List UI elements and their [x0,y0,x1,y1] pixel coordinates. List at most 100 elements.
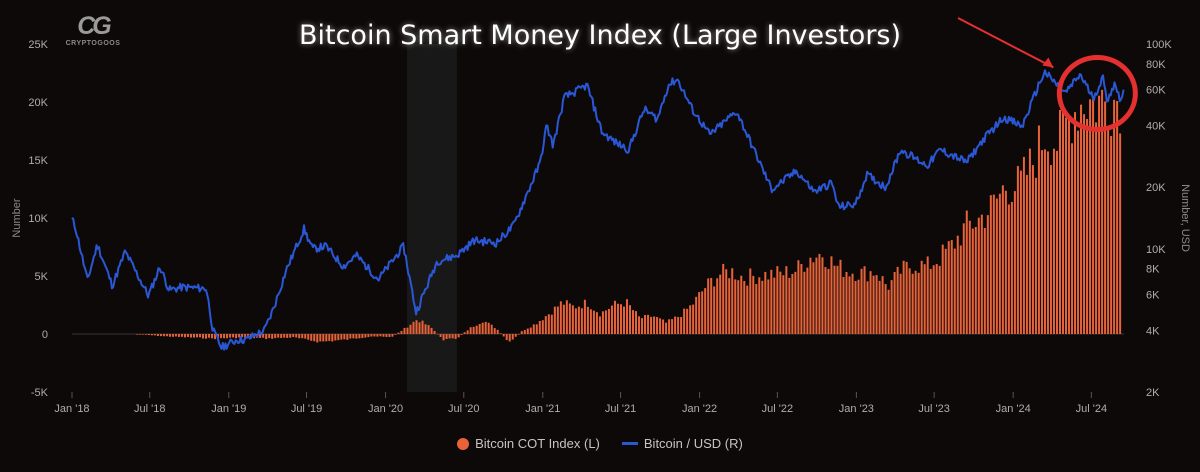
cot-bar [607,308,610,334]
cot-bar [998,193,1001,334]
cot-bar [427,325,430,334]
cot-bar [493,328,496,334]
x-tick-label: Jul '19 [291,403,322,415]
cot-bar [758,277,761,334]
cot-bar [950,240,953,334]
cot-bar [412,321,415,334]
cot-bar [818,253,821,334]
cot-bar [451,334,454,339]
cot-bar [385,334,388,337]
annotation-arrowhead [1042,57,1054,68]
cot-bar [806,267,809,334]
x-tick-label: Jan '20 [368,403,403,415]
cot-bar [1049,165,1052,334]
legend-item-btc[interactable]: Bitcoin / USD (R) [621,436,743,451]
cot-bar [613,300,616,334]
left-tick-label: 5K [35,271,49,283]
cot-bar [1016,166,1019,334]
logo-text: CRYPTOGOOS [65,40,121,47]
cot-bar [586,306,589,334]
cot-bar [168,334,171,337]
cot-bar [980,214,983,334]
cot-bar [776,266,779,334]
cot-bar [638,316,641,334]
cot-bar [490,324,493,334]
cot-bar [1046,151,1049,334]
cot-bar [454,334,457,339]
cot-bar [319,334,322,342]
cot-bar [860,268,863,334]
x-tick-label: Jan '18 [54,403,89,415]
cot-bar [668,319,671,334]
cot-bar [232,334,235,338]
cot-bar [764,271,767,334]
cot-bar [974,226,977,334]
left-tick-label: 15K [28,155,48,167]
cot-bar [941,244,944,334]
cot-bar [743,280,746,334]
cot-bar [625,299,628,334]
cot-bar [205,334,208,339]
left-tick-label: -5K [31,387,49,399]
x-tick-label: Jan '24 [996,403,1031,415]
cot-bar [659,318,662,334]
cot-bar [616,303,619,334]
cot-bar [995,198,998,334]
cot-bar [701,291,704,334]
cot-bar [472,326,475,334]
cot-bar [977,217,980,334]
cot-bar [665,322,668,334]
cot-bar [1095,122,1098,335]
cot-bar [1065,117,1068,335]
cot-bar [845,271,848,334]
cot-bar [1098,95,1101,334]
cot-bar [382,334,385,337]
cot-bar [647,314,650,334]
cot-bar [292,334,295,338]
cot-bar [719,274,722,334]
cot-bar [899,273,902,334]
cot-bar [938,265,941,334]
cot-bar [1077,130,1080,334]
annotation-circle [1056,54,1138,132]
cot-bar [746,285,749,334]
cot-bar [430,327,433,334]
cot-bar [1083,114,1086,334]
x-tick-label: Jul '22 [762,403,793,415]
left-tick-label: 25K [28,39,48,51]
cot-bar [388,334,391,337]
cot-bar [214,334,217,340]
cot-bar [800,264,803,334]
cot-bar [445,334,448,339]
cot-bar [1071,143,1074,334]
left-tick-label: 0 [42,329,48,341]
cot-bar [226,334,229,339]
cot-bar [1058,109,1061,334]
cot-bar [821,257,824,334]
x-tick-label: Jan '23 [839,403,874,415]
cot-bar [704,288,707,334]
cot-bar [890,280,893,334]
cot-bar [863,266,866,334]
cot-bar [851,273,854,334]
cot-bar [944,248,947,334]
cot-bar [734,279,737,334]
cot-bar [1068,115,1071,334]
legend-label-btc: Bitcoin / USD (R) [643,436,743,451]
right-tick-label: 10K [1146,244,1166,256]
cot-bar [1080,104,1083,335]
cot-bar [481,322,484,334]
cot-bar [202,334,205,339]
cot-bar [920,260,923,334]
cot-bar [277,334,280,338]
cot-bar [650,316,653,334]
cot-bar [1028,148,1031,334]
cot-bar [595,312,598,334]
cot-bar [301,334,304,339]
cot-bar [526,328,529,334]
legend-item-cot[interactable]: Bitcoin COT Index (L) [457,436,600,451]
cot-bar [328,334,331,341]
cot-bar [135,334,138,335]
cot-bar [487,322,490,334]
cot-bar [159,334,162,337]
